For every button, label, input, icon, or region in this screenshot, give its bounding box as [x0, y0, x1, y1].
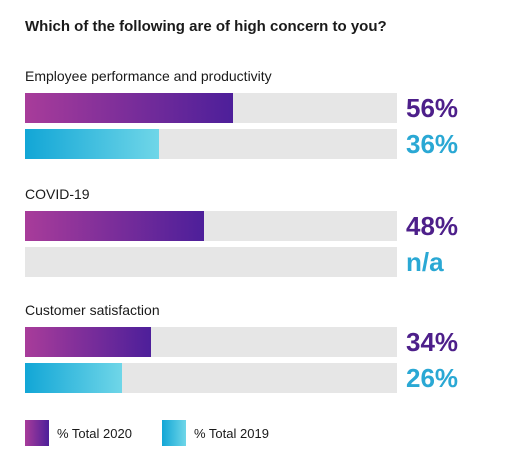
value-label-covid-19-2020: 48%: [406, 211, 459, 241]
category-label-covid-19: COVID-19: [25, 186, 90, 202]
value-label-covid-19-2019: n/a: [406, 247, 444, 277]
bar-track-covid-19-2019: [25, 247, 397, 277]
legend-label-2019: % Total 2019: [194, 426, 269, 441]
value-label-employee-performance-2019: 36%: [406, 129, 459, 159]
legend-swatch-2019: [162, 420, 186, 446]
bar-customer-satisfaction-2020: [25, 327, 152, 357]
bar-employee-performance-2020: [25, 93, 234, 123]
category-label-customer-satisfaction: Customer satisfaction: [25, 302, 160, 318]
value-label-customer-satisfaction-2019: 26%: [406, 363, 459, 393]
bar-customer-satisfaction-2019: [25, 363, 122, 393]
bar-covid-19-2020: [25, 211, 204, 241]
bar-track-covid-19-2020: [25, 211, 397, 241]
bar-track-employee-performance-2020: [25, 93, 397, 123]
chart-title: Which of the following are of high conce…: [25, 18, 387, 35]
category-label-employee-performance: Employee performance and productivity: [25, 68, 272, 84]
bar-track-employee-performance-2019: [25, 129, 397, 159]
bar-track-customer-satisfaction-2020: [25, 327, 397, 357]
legend-swatch-2020: [25, 420, 49, 446]
bar-track-customer-satisfaction-2019: [25, 363, 397, 393]
bar-employee-performance-2019: [25, 129, 159, 159]
legend-label-2020: % Total 2020: [57, 426, 132, 441]
value-label-customer-satisfaction-2020: 34%: [406, 327, 459, 357]
value-label-employee-performance-2020: 56%: [406, 93, 459, 123]
